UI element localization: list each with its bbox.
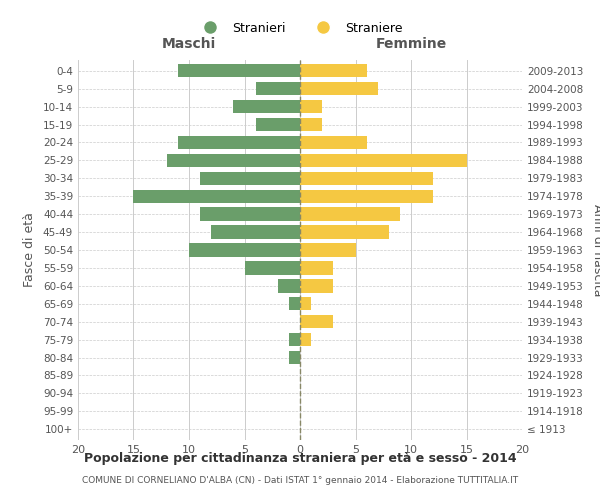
Y-axis label: Fasce di età: Fasce di età [23,212,36,288]
Bar [300,244,355,256]
Bar [300,208,400,221]
Bar [300,333,311,346]
Bar [300,226,389,239]
Bar [200,208,300,221]
Bar [233,100,300,114]
Bar [300,190,433,203]
Text: Maschi: Maschi [162,37,216,51]
Bar [200,172,300,185]
Bar [289,333,300,346]
Bar [189,244,300,256]
Bar [133,190,300,203]
Bar [300,279,334,292]
Bar [300,118,322,131]
Bar [300,172,433,185]
Bar [300,100,322,114]
Bar [300,261,334,274]
Y-axis label: Anni di nascita: Anni di nascita [592,204,600,296]
Bar [278,279,300,292]
Bar [178,64,300,78]
Bar [300,136,367,149]
Bar [256,82,300,96]
Bar [300,154,467,167]
Bar [256,118,300,131]
Legend: Stranieri, Straniere: Stranieri, Straniere [192,17,408,40]
Bar [300,64,367,78]
Text: COMUNE DI CORNELIANO D'ALBA (CN) - Dati ISTAT 1° gennaio 2014 - Elaborazione TUT: COMUNE DI CORNELIANO D'ALBA (CN) - Dati … [82,476,518,485]
Bar [211,226,300,239]
Bar [300,297,311,310]
Bar [300,315,334,328]
Bar [300,82,378,96]
Bar [245,261,300,274]
Bar [178,136,300,149]
Text: Popolazione per cittadinanza straniera per età e sesso - 2014: Popolazione per cittadinanza straniera p… [83,452,517,465]
Bar [289,351,300,364]
Text: Femmine: Femmine [376,37,446,51]
Bar [289,297,300,310]
Bar [167,154,300,167]
